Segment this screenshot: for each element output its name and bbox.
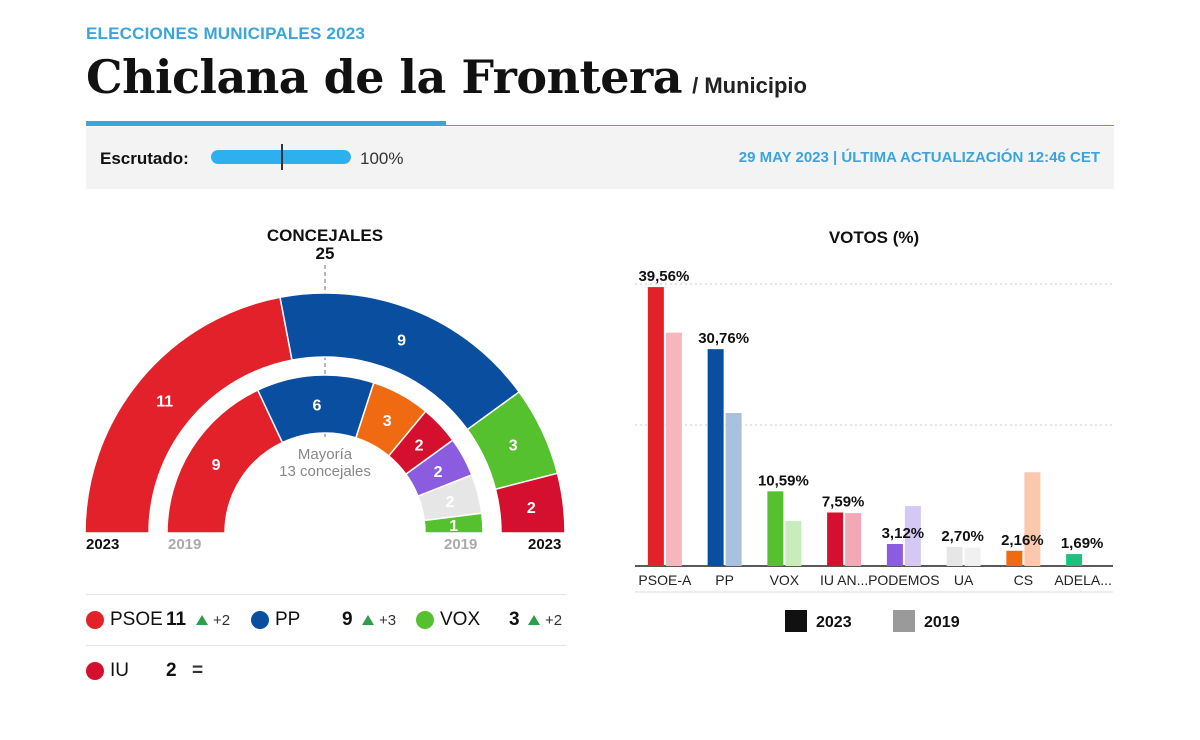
bar-2023-3: [827, 512, 844, 566]
category-label-0: PSOE-A: [638, 572, 692, 588]
inner-segment-vox: [423, 512, 484, 534]
votes-legend-label-2019: 2019: [924, 614, 960, 631]
page-title: Chiclana de la Frontera: [86, 50, 683, 104]
legend-change: +2: [196, 595, 230, 645]
bar-value-label-5: 2,70%: [941, 528, 984, 545]
category-label-6: CS: [1014, 572, 1033, 588]
inner-seat-label-pp: 6: [312, 397, 321, 414]
bar-2023-2: [767, 491, 784, 566]
bar-2019-5: [964, 547, 981, 566]
inner-seat-label-vox: 1: [449, 518, 458, 535]
legend-dot: [86, 611, 104, 629]
votes-legend-label-2023: 2023: [816, 614, 852, 631]
inner-seat-label-iu: 2: [415, 438, 424, 455]
outer-seat-label-iu: 2: [527, 500, 536, 517]
votes-chart-title: VOTOS (%): [829, 228, 919, 247]
legend-party-name: IU: [110, 660, 129, 681]
header-rule: [86, 125, 1114, 126]
legend-dot: [86, 662, 104, 680]
inner-seat-label-cs: 3: [383, 413, 392, 430]
scrutiny-progress-marker: [281, 144, 283, 170]
legend-party-name: PSOE: [110, 609, 163, 630]
scrutiny-label: Escrutado:: [100, 149, 189, 168]
category-label-1: PP: [715, 572, 734, 588]
outer-seat-label-vox: 3: [509, 437, 518, 454]
legend-party-vox: VOX: [416, 595, 480, 645]
votes-legend-swatch-2019: [893, 610, 915, 632]
up-arrow-icon: [196, 615, 208, 625]
category-label-4: PODEMOS: [868, 572, 940, 588]
seats-chart-total: 25: [316, 244, 335, 263]
bar-2019-1: [725, 413, 742, 566]
legend-seats: 2: [166, 660, 177, 681]
votes-chart: VOTOS (%) 39,56% PSOE-A 30,76% PP 10,59% VOX 7…: [635, 228, 1113, 632]
up-arrow-icon: [528, 615, 540, 625]
bar-2019-6: [1024, 472, 1041, 566]
scrutiny-bar: Escrutado: 100% 29 MAY 2023 | ÚLTIMA ACT…: [86, 127, 1114, 189]
votes-legend-swatch-2023: [785, 610, 807, 632]
legend-change: +2: [528, 595, 562, 645]
legend-seats: 11: [166, 609, 187, 630]
category-label-2: VOX: [770, 572, 800, 588]
inner-seat-label-podemos: 2: [434, 464, 443, 481]
bar-2019-3: [845, 513, 862, 566]
majority-label-line1: Mayoría: [298, 446, 353, 463]
majority-label-line2: 13 concejales: [279, 463, 371, 480]
inner-year-left: 2019: [168, 536, 201, 553]
bar-2023-4: [886, 544, 903, 566]
seats-chart-title: CONCEJALES: [267, 226, 383, 245]
bar-2023-0: [647, 287, 664, 566]
bar-value-label-7: 1,69%: [1061, 535, 1104, 552]
bar-2023-6: [1006, 550, 1023, 566]
bar-value-label-3: 7,59%: [822, 493, 865, 510]
legend-party-name: VOX: [440, 609, 481, 630]
category-label-5: UA: [954, 572, 974, 588]
title-row: Chiclana de la Frontera / Municipio: [86, 50, 807, 104]
bar-2023-1: [707, 349, 724, 566]
outer-seat-label-psoe: 11: [156, 393, 173, 410]
scrutiny-percent: 100%: [360, 149, 404, 168]
bar-2019-4: [904, 506, 921, 566]
seats-legend: PSOE 11 +2 PP 9 +3 VOX 3 +2 IU 2 =: [86, 594, 566, 696]
bar-value-label-2: 10,59%: [758, 472, 809, 489]
bar-2023-7: [1066, 554, 1083, 566]
legend-party-psoe: PSOE: [86, 595, 163, 645]
legend-change: =: [192, 660, 204, 681]
up-arrow-icon: [362, 615, 374, 625]
legend-dot: [251, 611, 269, 629]
legend-party-iu: IU: [86, 646, 129, 696]
bar-value-label-6: 2,16%: [1001, 532, 1044, 549]
legend-row: IU 2 =: [86, 645, 566, 696]
inner-year-right: 2019: [444, 536, 477, 553]
bar-value-label-1: 30,76%: [698, 330, 749, 347]
category-label-7: ADELA...: [1054, 572, 1112, 588]
outer-seat-label-pp: 9: [397, 333, 406, 350]
kicker: ELECCIONES MUNICIPALES 2023: [86, 24, 366, 43]
inner-seat-label-ua: 2: [445, 494, 454, 511]
bar-value-label-0: 39,56%: [638, 268, 689, 285]
bar-2019-0: [665, 332, 682, 566]
category-label-3: IU AN...: [820, 572, 868, 588]
seats-chart: CONCEJALES 25 Mayoría 13 concejales 11 9 3…: [84, 226, 566, 553]
legend-dot: [416, 611, 434, 629]
inner-seat-label-psoe: 9: [212, 457, 221, 474]
outer-year-right: 2023: [528, 536, 561, 553]
legend-party-pp: PP: [251, 595, 300, 645]
legend-seats: 9: [342, 609, 353, 630]
bar-2023-5: [946, 546, 963, 566]
legend-party-name: PP: [275, 609, 301, 630]
legend-seats: 3: [509, 609, 520, 630]
header-rule-accent: [86, 121, 446, 126]
bar-value-label-4: 3,12%: [882, 525, 925, 542]
legend-change: +3: [362, 595, 396, 645]
outer-year-left: 2023: [86, 536, 119, 553]
page-subtitle: / Municipio: [692, 73, 807, 98]
legend-row: PSOE 11 +2 PP 9 +3 VOX 3 +2: [86, 594, 566, 645]
outer-segment-iu: [494, 472, 566, 534]
bar-2019-2: [785, 520, 802, 566]
update-date: 29 MAY 2023 | ÚLTIMA ACTUALIZACIÓN 12:46…: [738, 149, 1100, 166]
